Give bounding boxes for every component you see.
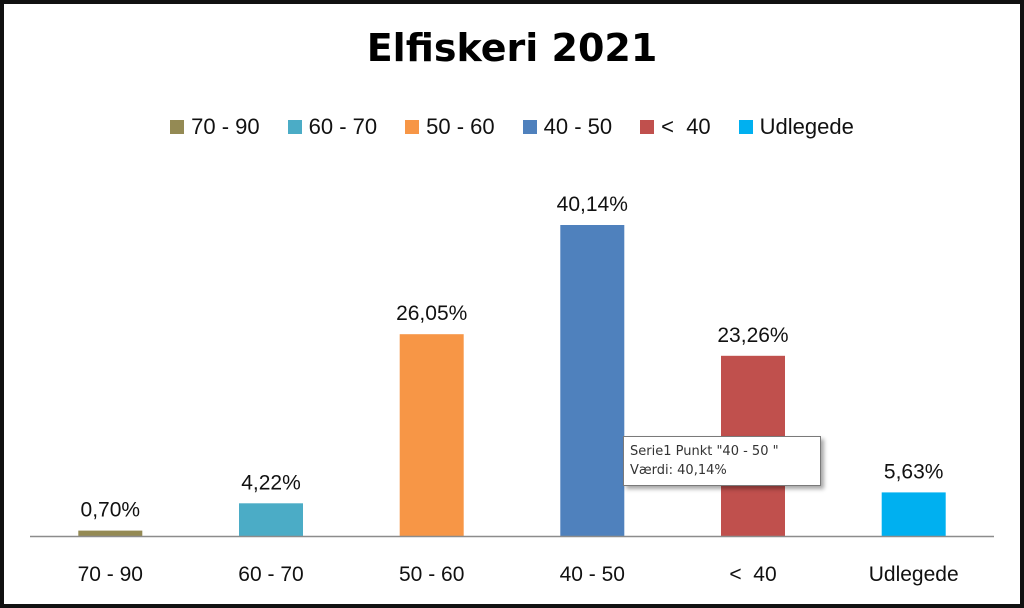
legend-item: 40 - 50	[522, 114, 613, 140]
data-label: 40,14%	[557, 193, 628, 216]
x-tick-label: 40 - 50	[560, 563, 625, 586]
x-tick-label: 70 - 90	[78, 563, 143, 586]
tooltip-value: Værdi: 40,14%	[630, 463, 727, 478]
bar[interactable]	[399, 334, 464, 536]
legend-swatch	[287, 120, 302, 134]
data-label: 26,05%	[396, 302, 467, 325]
x-tick-label: 50 - 60	[399, 563, 464, 586]
legend-swatch	[170, 120, 185, 134]
data-label: 23,26%	[717, 324, 788, 347]
tooltip-series-point: Serie1 Punkt "40 - 50 "	[630, 444, 779, 459]
bar[interactable]	[881, 492, 946, 536]
legend-swatch	[738, 120, 753, 134]
data-label: 0,70%	[81, 499, 141, 522]
legend-swatch	[405, 120, 420, 134]
legend-label: 70 - 90	[191, 114, 260, 139]
chart-legend: 70 - 90 60 - 70 50 - 60 40 - 50 < 40 Udlegede	[0, 114, 1024, 140]
x-tick-label: 60 - 70	[238, 563, 303, 586]
legend-item: 60 - 70	[287, 114, 378, 140]
bar[interactable]	[78, 530, 143, 536]
legend-label: 60 - 70	[308, 114, 378, 139]
legend-item: Udlegede	[738, 114, 854, 140]
legend-item: < 40	[640, 114, 711, 140]
data-label: 4,22%	[241, 471, 301, 494]
data-label: 5,63%	[884, 460, 944, 483]
legend-swatch	[522, 120, 537, 134]
data-point-tooltip: Serie1 Punkt "40 - 50 " Værdi: 40,14%	[623, 436, 821, 486]
chart-title: Elfiskeri 2021	[366, 26, 658, 70]
x-tick-label: < 40	[729, 563, 776, 586]
legend-item: 70 - 90	[170, 114, 260, 140]
legend-label: 50 - 60	[426, 114, 495, 139]
legend-swatch	[640, 120, 655, 134]
x-tick-label: Udlegede	[869, 563, 959, 586]
legend-label: 40 - 50	[543, 114, 613, 139]
bar[interactable]	[560, 225, 625, 536]
legend-label: < 40	[661, 114, 711, 139]
bar[interactable]	[239, 503, 303, 536]
legend-item: 50 - 60	[405, 114, 495, 140]
legend-label: Udlegede	[759, 114, 854, 139]
